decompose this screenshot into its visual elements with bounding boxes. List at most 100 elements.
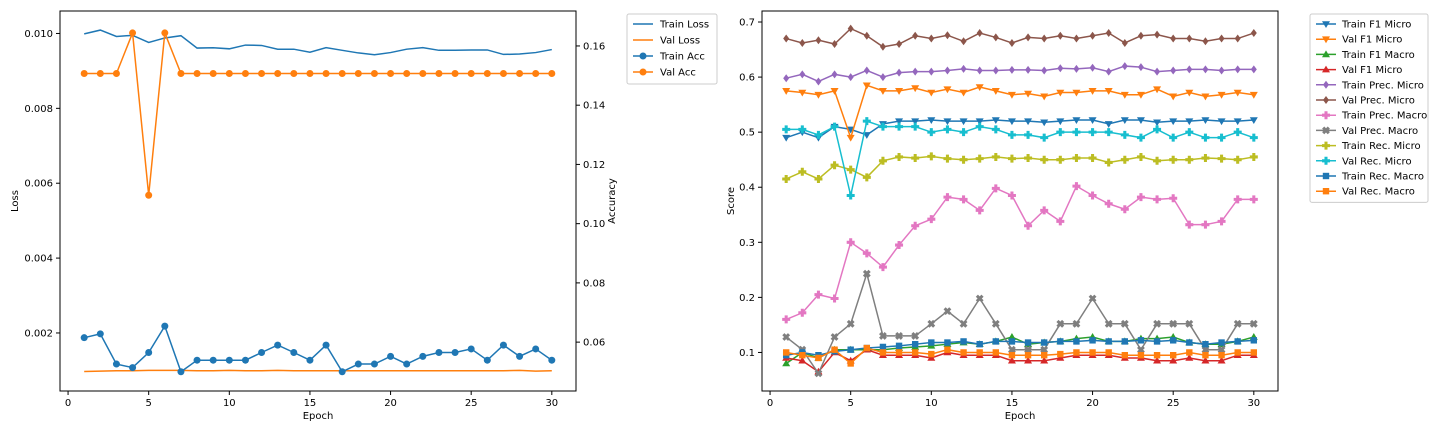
data-point-val-f1-micro (1056, 353, 1065, 361)
data-point-train-rec-micro (1249, 152, 1258, 161)
data-point-val-rec-micro (1201, 133, 1210, 142)
legend-label: Train F1 Micro (1341, 20, 1411, 31)
data-point-train-prec-micro (1089, 63, 1096, 72)
data-point-train-rec-macro (1186, 339, 1193, 346)
data-point-train-acc (193, 356, 201, 364)
data-point-train-acc (241, 356, 249, 364)
data-point-val-prec-micro (815, 36, 822, 45)
data-point-train-rec-micro (959, 155, 968, 164)
legend-entry-train-f1-macro: Train F1 Macro (1316, 50, 1415, 61)
data-point-val-rec-macro (831, 346, 838, 353)
x-tick-label: 15 (304, 398, 317, 409)
data-point-train-prec-micro (879, 73, 886, 82)
y-tick-label: 0.5 (739, 128, 755, 139)
data-point-val-acc (161, 29, 169, 37)
series-line-val-prec-micro (785, 27, 1255, 48)
legend-label: Val Acc (660, 68, 696, 79)
x-tick-label: 25 (465, 398, 478, 409)
data-point-train-prec-macro (846, 238, 855, 247)
data-point-train-prec-micro (815, 77, 822, 86)
legend-label: Val F1 Micro (1342, 35, 1402, 46)
y-tick-label: 0.002 (24, 328, 53, 339)
series-val-rec-micro-9 (782, 117, 1258, 200)
data-point-val-f1-micro (1120, 91, 1129, 99)
data-point-train-f1-micro (895, 118, 904, 126)
data-point-train-prec-micro (1025, 65, 1032, 74)
x-tick-label: 5 (146, 398, 152, 409)
data-point-val-prec-micro (928, 34, 935, 43)
data-point-val-f1-micro (798, 89, 807, 97)
data-point-val-rec-micro (927, 128, 936, 137)
data-point-val-acc (403, 69, 411, 77)
data-point-val-f1-micro (895, 88, 904, 95)
data-point-train-f1-micro (1136, 117, 1145, 125)
data-point-train-rec-micro (1120, 155, 1129, 164)
legend-entry-val-f1-micro: Val F1 Micro (1316, 65, 1402, 76)
data-point-val-prec-micro (1234, 34, 1241, 43)
data-point-train-prec-micro (1008, 65, 1015, 74)
data-point-train-f1-micro (1040, 119, 1049, 127)
data-point-train-rec-micro (1136, 152, 1145, 161)
data-point-val-f1-micro (1040, 93, 1049, 101)
data-point-train-rec-macro (847, 346, 854, 353)
data-point-val-rec-macro (1153, 352, 1161, 359)
data-point-val-f1-micro (1185, 89, 1194, 97)
data-point-val-rec-macro (911, 349, 919, 356)
data-point-train-acc (177, 368, 185, 376)
y-tick-label: 0.3 (739, 238, 755, 249)
data-point-train-rec-micro (927, 152, 936, 161)
data-point-val-acc (290, 69, 298, 77)
x-tick-label: 0 (65, 398, 71, 409)
data-point-val-prec-micro (1154, 30, 1161, 39)
series-train-rec-micro-8 (782, 152, 1258, 183)
data-point-val-f1-micro (1136, 91, 1145, 99)
data-point-val-rec-macro (1008, 352, 1016, 359)
data-point-train-prec-micro (912, 67, 919, 76)
data-point-train-prec-micro (960, 64, 967, 73)
score-y-axis-label: Score (726, 187, 737, 215)
data-point-val-acc (129, 29, 137, 37)
data-point-val-prec-macro (1233, 319, 1242, 328)
data-point-train-prec-macro (1153, 195, 1162, 204)
series-line-val-f1-micro (786, 84, 1254, 141)
legend-entry-val-rec-micro: Val Rec. Micro (1316, 156, 1412, 167)
data-point-val-acc (451, 69, 459, 77)
data-point-val-acc (419, 69, 427, 77)
data-point-val-rec-macro (1121, 352, 1129, 359)
data-point-train-prec-macro (814, 290, 823, 299)
data-point-val-prec-macro (1201, 345, 1210, 354)
data-point-train-prec-micro (1250, 65, 1257, 74)
data-point-val-acc (499, 69, 507, 77)
data-point-val-rec-micro (798, 125, 807, 134)
series-line-val-acc (84, 32, 552, 196)
x-tick-label: 20 (384, 398, 397, 409)
data-point-train-rec-macro (895, 342, 903, 350)
data-point-val-f1-micro (1072, 89, 1081, 97)
data-point-val-rec-micro (878, 122, 887, 131)
data-point-train-prec-macro (1185, 220, 1194, 229)
y2-tick-label: 0.08 (583, 278, 605, 289)
legend-entry-val-prec-macro: Val Prec. Macro (1316, 126, 1418, 137)
data-point-train-f1-micro (975, 118, 984, 126)
data-point-train-rec-micro (895, 152, 904, 161)
data-point-train-prec-macro (830, 294, 839, 303)
data-point-train-prec-macro (1217, 217, 1226, 226)
data-point-val-rec-micro (911, 122, 920, 131)
data-point-train-f1-micro (1153, 119, 1162, 127)
data-point-train-rec-macro (1105, 338, 1112, 345)
data-point-val-acc (338, 69, 346, 77)
series-line-train-acc (84, 324, 553, 373)
data-point-train-prec-macro (1233, 195, 1242, 204)
data-point-val-rec-micro (1169, 133, 1178, 142)
data-point-train-rec-micro (991, 152, 1000, 161)
legend-marker (1322, 126, 1330, 135)
data-point-train-acc (274, 341, 282, 349)
data-point-val-acc (483, 69, 491, 77)
legend-marker (1322, 141, 1330, 150)
data-point-train-rec-macro (1089, 337, 1096, 344)
data-point-val-f1-micro (959, 89, 968, 97)
data-point-train-acc (548, 356, 556, 364)
data-point-val-rec-micro (1136, 133, 1145, 142)
data-point-train-acc (499, 341, 507, 349)
data-point-val-f1-micro (1169, 356, 1178, 364)
